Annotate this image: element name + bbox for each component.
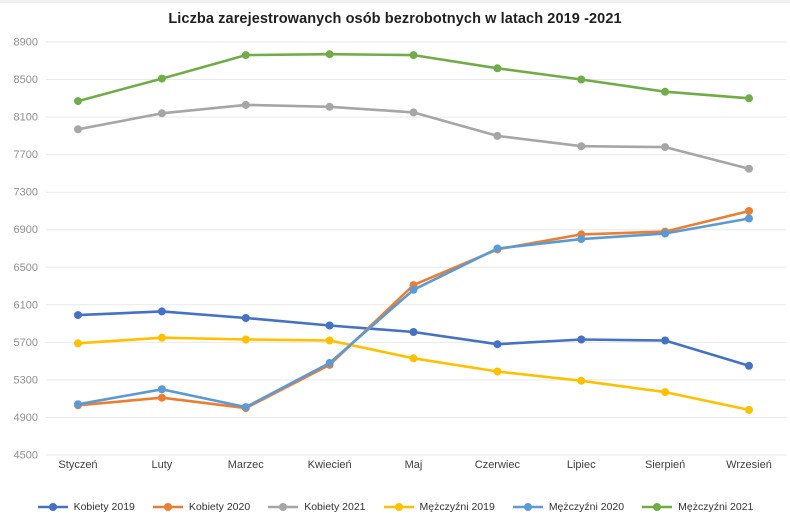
data-point-mężczyźni-2019 xyxy=(493,367,502,376)
x-axis-month-label: Maj xyxy=(405,459,423,471)
y-axis-tick-label: 7700 xyxy=(14,149,38,161)
data-point-kobiety-2019 xyxy=(157,307,166,316)
data-point-mężczyźni-2019 xyxy=(577,376,586,385)
data-point-mężczyźni-2019 xyxy=(157,333,166,342)
series-line-kobiety-2020 xyxy=(76,209,751,410)
data-point-mężczyźni-2019 xyxy=(241,335,250,344)
data-point-kobiety-2020 xyxy=(157,393,166,402)
data-point-mężczyźni-2019 xyxy=(409,354,418,363)
data-point-mężczyźni-2020 xyxy=(661,229,670,238)
x-axis-month-label: Czerwiec xyxy=(475,459,521,471)
data-point-kobiety-2020 xyxy=(745,207,753,215)
legend-item-mężczyźni-2019: Mężczyźni 2019 xyxy=(383,501,495,513)
legend-label: Mężczyźni 2019 xyxy=(419,501,495,513)
data-point-mężczyźni-2021 xyxy=(325,50,334,59)
data-point-mężczyźni-2020 xyxy=(74,400,82,409)
y-axis-tick-label: 6500 xyxy=(14,262,38,274)
legend-item-mężczyźni-2021: Mężczyźni 2021 xyxy=(641,501,753,513)
y-axis-tick-label: 5700 xyxy=(14,337,38,349)
data-point-mężczyźni-2021 xyxy=(577,75,586,84)
data-point-mężczyźni-2021 xyxy=(74,97,82,106)
legend-label: Kobiety 2019 xyxy=(73,501,135,513)
data-point-mężczyźni-2021 xyxy=(493,64,502,73)
y-axis-tick-label: 8100 xyxy=(14,112,38,124)
data-point-mężczyźni-2020 xyxy=(157,385,166,394)
legend-label: Kobiety 2021 xyxy=(304,501,366,513)
data-point-mężczyźni-2021 xyxy=(661,87,670,96)
y-axis-tick-label: 6900 xyxy=(14,224,38,236)
y-axis-tick-label: 8500 xyxy=(14,74,38,86)
legend-marker-icon xyxy=(268,503,299,511)
legend-label: Mężczyźni 2020 xyxy=(548,501,625,513)
y-axis-tick-label: 6100 xyxy=(14,299,38,311)
legend-marker-icon xyxy=(512,503,543,511)
series-line-mężczyźni-2021 xyxy=(76,52,751,103)
data-point-mężczyźni-2019 xyxy=(661,388,670,397)
data-point-mężczyźni-2020 xyxy=(577,235,586,244)
x-axis-month-label: Marzec xyxy=(228,459,265,471)
chart-title: Liczba zarejestrowanych osób bezrobotnyc… xyxy=(168,11,622,27)
data-point-mężczyźni-2019 xyxy=(745,405,753,414)
data-point-kobiety-2021 xyxy=(241,100,250,109)
y-axis-tick-label: 4500 xyxy=(14,450,38,462)
data-point-mężczyźni-2021 xyxy=(409,51,418,60)
legend-marker-icon xyxy=(37,503,68,511)
data-point-mężczyźni-2020 xyxy=(493,244,502,253)
legend-item-kobiety-2020: Kobiety 2020 xyxy=(152,501,250,513)
y-axis-tick-label: 7300 xyxy=(14,187,38,199)
data-point-kobiety-2021 xyxy=(661,143,670,152)
data-point-kobiety-2021 xyxy=(745,164,753,173)
data-point-mężczyźni-2020 xyxy=(745,214,753,223)
x-axis-month-label: Sierpień xyxy=(645,459,685,471)
legend-item-kobiety-2021: Kobiety 2021 xyxy=(267,501,366,513)
data-point-kobiety-2021 xyxy=(409,108,418,117)
data-point-kobiety-2019 xyxy=(241,314,250,322)
legend-marker-icon xyxy=(642,503,673,511)
data-point-mężczyźni-2020 xyxy=(325,359,334,367)
data-point-mężczyźni-2021 xyxy=(157,74,166,83)
unemployment-line-chart: 8900 8500 8100 7700 7300 6900 6500 6100 5700 5300… xyxy=(14,37,786,471)
data-point-mężczyźni-2020 xyxy=(409,285,418,294)
data-point-kobiety-2021 xyxy=(577,142,586,151)
data-point-mężczyźni-2019 xyxy=(325,336,334,345)
data-point-kobiety-2019 xyxy=(74,311,82,320)
data-point-kobiety-2021 xyxy=(157,109,166,118)
top-divider xyxy=(0,0,790,3)
legend-item-kobiety-2019: Kobiety 2019 xyxy=(37,501,135,513)
legend-item-mężczyźni-2020: Mężczyźni 2020 xyxy=(512,501,624,513)
x-axis-month-label: Kwiecień xyxy=(308,459,352,471)
chart-legend: Kobiety 2019 Kobiety 2020 Kobiety 2021 Mężc… xyxy=(0,501,790,513)
x-axis-month-label: Lipiec xyxy=(567,459,596,471)
data-point-kobiety-2021 xyxy=(493,131,502,140)
y-axis-tick-label: 4900 xyxy=(14,412,38,424)
data-point-kobiety-2019 xyxy=(409,328,418,336)
legend-label: Mężczyźni 2021 xyxy=(678,501,754,513)
x-axis-month-label: Luty xyxy=(151,459,172,471)
data-point-mężczyźni-2020 xyxy=(241,403,250,412)
y-axis-tick-label: 5300 xyxy=(14,374,38,386)
x-axis-month-label: Wrzesień xyxy=(726,459,772,471)
data-point-mężczyźni-2021 xyxy=(745,94,753,103)
data-point-kobiety-2019 xyxy=(661,336,670,345)
data-point-mężczyźni-2019 xyxy=(74,339,82,348)
legend-marker-icon xyxy=(383,503,414,511)
x-axis-month-label: Styczeń xyxy=(58,459,97,471)
data-point-kobiety-2021 xyxy=(74,125,82,134)
data-point-kobiety-2019 xyxy=(745,361,753,370)
data-point-mężczyźni-2021 xyxy=(241,51,250,60)
legend-label: Kobiety 2020 xyxy=(188,501,251,513)
data-point-kobiety-2019 xyxy=(325,321,334,330)
legend-marker-icon xyxy=(152,503,183,511)
y-axis-tick-label: 8900 xyxy=(14,37,38,49)
data-point-kobiety-2019 xyxy=(493,340,502,349)
data-point-kobiety-2019 xyxy=(577,335,586,344)
data-point-kobiety-2021 xyxy=(325,102,334,111)
